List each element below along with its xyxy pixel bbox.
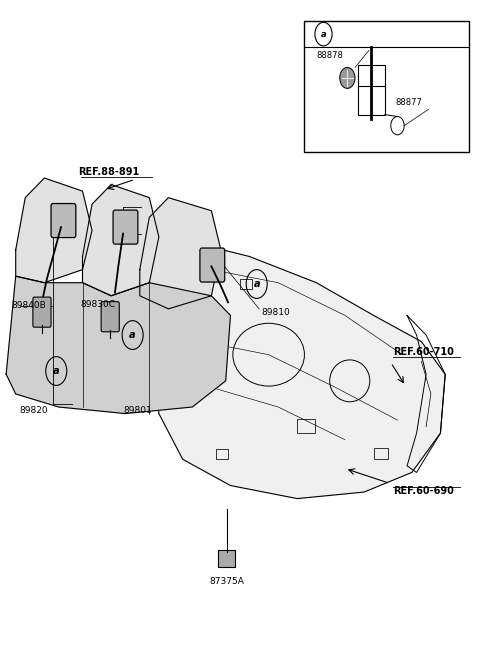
FancyBboxPatch shape (51, 204, 76, 238)
Text: 89810: 89810 (262, 308, 290, 317)
Text: 88877: 88877 (395, 99, 422, 107)
FancyBboxPatch shape (33, 297, 51, 327)
Text: 89801: 89801 (123, 407, 152, 415)
Circle shape (340, 68, 355, 89)
Polygon shape (154, 244, 445, 499)
Text: 87375A: 87375A (210, 577, 244, 586)
Bar (297, 419, 315, 433)
Text: 88878: 88878 (316, 51, 343, 60)
Polygon shape (6, 276, 230, 413)
Text: 89830C: 89830C (80, 300, 115, 309)
Text: REF.88-891: REF.88-891 (78, 167, 139, 177)
Text: a: a (129, 330, 136, 340)
FancyBboxPatch shape (218, 551, 235, 567)
Bar (240, 279, 252, 289)
Bar (216, 449, 228, 459)
Bar (373, 447, 388, 459)
Text: 89840B: 89840B (11, 301, 46, 310)
Text: a: a (321, 30, 326, 39)
FancyBboxPatch shape (113, 210, 138, 244)
Text: a: a (253, 279, 260, 289)
Polygon shape (16, 178, 92, 283)
FancyBboxPatch shape (101, 302, 119, 332)
Text: REF.60-710: REF.60-710 (393, 348, 454, 357)
Polygon shape (140, 198, 221, 309)
FancyBboxPatch shape (200, 248, 225, 282)
Bar (304, 21, 469, 152)
Bar (358, 65, 384, 114)
Text: a: a (53, 366, 60, 376)
Text: REF.60-690: REF.60-690 (393, 486, 454, 495)
Text: 89820: 89820 (20, 406, 48, 415)
Polygon shape (83, 185, 159, 296)
